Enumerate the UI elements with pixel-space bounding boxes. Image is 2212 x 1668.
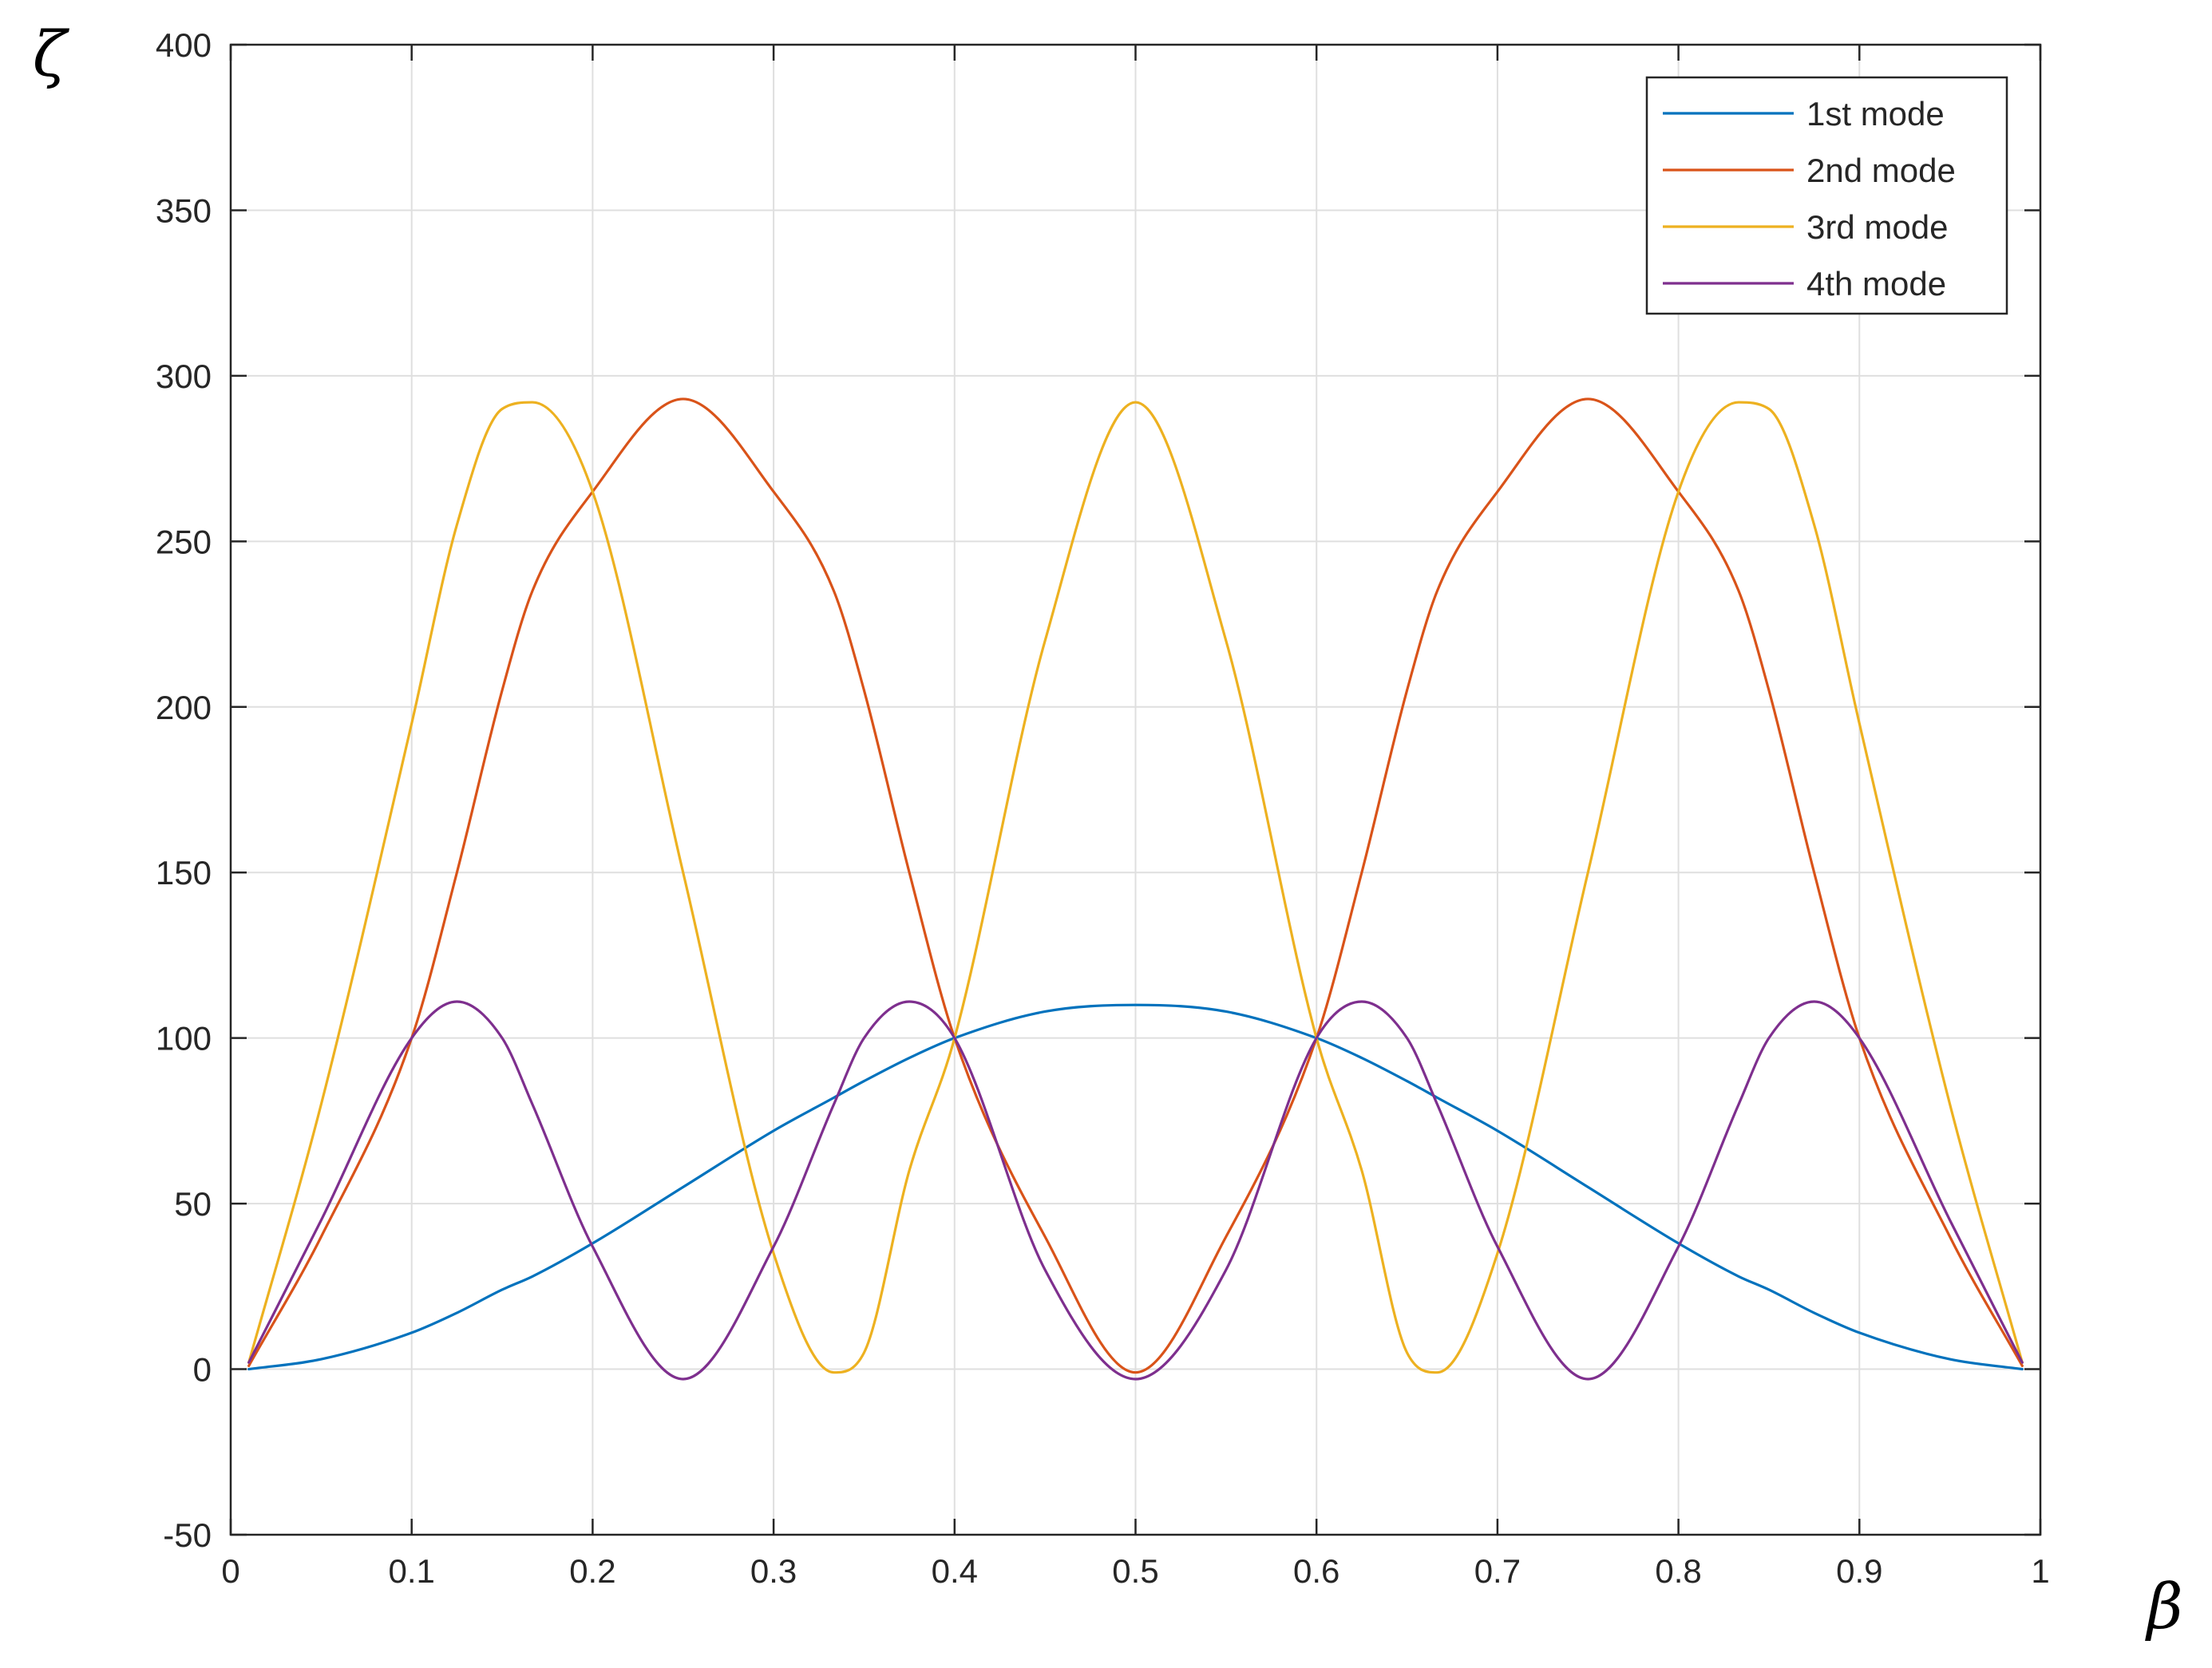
series-line-1 xyxy=(247,1003,2024,1371)
y-tick-label: 400 xyxy=(156,26,212,64)
x-tick-label: 0.6 xyxy=(1293,1552,1339,1590)
x-tick-label: 0.5 xyxy=(1112,1552,1158,1590)
x-tick-label: 0.9 xyxy=(1836,1552,1882,1590)
series-line-3 xyxy=(247,401,2024,1374)
x-tick-label: 0.4 xyxy=(932,1552,978,1590)
series-lines xyxy=(247,397,2024,1381)
x-tick-label: 0.2 xyxy=(569,1552,615,1590)
y-tick-label: 150 xyxy=(156,854,212,891)
legend-box xyxy=(1645,76,2008,315)
series-line-4 xyxy=(247,1000,2024,1381)
y-tick-label: -50 xyxy=(163,1516,212,1554)
y-tick-label: 50 xyxy=(174,1185,212,1223)
legend-label-2: 2nd mode xyxy=(1806,152,1956,189)
y-tick-label: 100 xyxy=(156,1020,212,1057)
legend-label-3: 3rd mode xyxy=(1806,208,1948,246)
x-tick-label: 0.1 xyxy=(389,1552,435,1590)
x-tick-label: 0 xyxy=(221,1552,239,1590)
y-tick-label: 300 xyxy=(156,358,212,395)
legend-label-1: 1st mode xyxy=(1806,95,1945,132)
axis-ticks: 0 0.1 0.2 0.3 0.4 0.5 0.6 0.7 0.8 0.9 1-5005010015… xyxy=(156,26,2050,1590)
x-tick-label: 0.8 xyxy=(1655,1552,1701,1590)
y-tick-label: 0 xyxy=(193,1351,212,1389)
y-tick-label: 250 xyxy=(156,523,212,560)
x-tick-label: 0.3 xyxy=(750,1552,797,1590)
y-axis-title: ζ xyxy=(33,19,70,91)
series-line-2 xyxy=(247,397,2024,1374)
x-tick-label: 0.7 xyxy=(1474,1552,1521,1590)
y-tick-label: 200 xyxy=(156,689,212,726)
x-tick-label: 1 xyxy=(2031,1552,2049,1590)
legend: 1st mode 2nd mode 3rd mode 4th mode xyxy=(1645,76,2008,315)
x-axis-title: β xyxy=(2144,1571,2182,1643)
legend-label-4: 4th mode xyxy=(1806,265,1946,302)
y-tick-label: 350 xyxy=(156,192,212,229)
